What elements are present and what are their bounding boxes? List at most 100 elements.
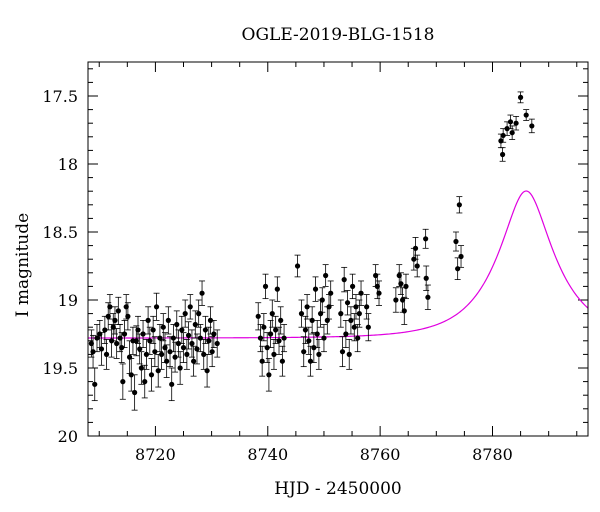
data-point — [93, 324, 100, 353]
point-marker — [194, 346, 200, 352]
data-point — [414, 254, 421, 278]
point-marker — [500, 132, 506, 139]
point-marker — [196, 311, 202, 317]
point-marker — [102, 327, 108, 333]
data-point — [349, 273, 356, 300]
data-point — [356, 299, 363, 328]
point-marker — [90, 349, 96, 355]
point-marker — [121, 331, 128, 337]
point-marker — [346, 351, 352, 357]
data-point — [124, 302, 131, 331]
data-point — [402, 273, 409, 300]
point-marker — [143, 351, 150, 357]
point-marker — [170, 335, 176, 341]
point-marker — [338, 311, 344, 317]
data-point — [352, 294, 359, 320]
point-marker — [307, 358, 314, 364]
point-marker — [517, 94, 524, 100]
y-tick-label: 20 — [58, 427, 78, 446]
point-marker — [302, 327, 309, 333]
data-layer — [88, 91, 588, 411]
point-marker — [152, 349, 158, 355]
point-marker — [274, 286, 280, 292]
data-point — [294, 254, 301, 278]
data-point — [113, 328, 120, 359]
point-marker — [423, 275, 429, 281]
plot-frame — [87, 61, 589, 437]
data-point — [172, 341, 179, 373]
point-marker — [273, 327, 279, 333]
data-point — [178, 315, 185, 344]
point-marker — [507, 119, 514, 125]
data-point — [344, 290, 351, 316]
point-marker — [148, 372, 155, 378]
axis-ticks: 8720 8740 8760 8780 17.5 18 18.5 19 19.5 20 — [42, 62, 588, 464]
data-point — [257, 324, 264, 353]
point-marker — [137, 346, 143, 352]
point-marker — [140, 331, 146, 337]
data-point — [135, 315, 141, 344]
data-point — [342, 319, 349, 349]
data-point — [372, 264, 379, 287]
point-marker — [211, 331, 217, 337]
data-point — [131, 374, 138, 411]
point-marker — [103, 351, 110, 357]
data-point — [509, 125, 516, 140]
point-marker — [279, 358, 285, 364]
point-marker — [398, 281, 404, 287]
data-point — [126, 340, 133, 374]
point-marker — [180, 345, 187, 351]
chart-title: OGLE-2019-BLG-1518 — [242, 25, 435, 45]
data-point — [259, 345, 266, 377]
y-tick-label: 19.5 — [42, 359, 78, 378]
data-point — [121, 319, 128, 349]
point-marker — [312, 286, 319, 292]
data-point — [207, 306, 214, 335]
point-marker — [197, 335, 203, 341]
point-marker — [453, 238, 459, 245]
point-marker — [319, 297, 325, 303]
point-marker — [455, 266, 461, 272]
data-point — [173, 310, 180, 339]
point-marker — [206, 338, 212, 344]
data-point — [180, 332, 187, 363]
point-marker — [120, 379, 126, 385]
data-point — [199, 280, 206, 306]
point-marker — [185, 332, 192, 338]
data-point — [143, 339, 150, 370]
point-marker — [179, 327, 185, 333]
point-marker — [355, 335, 361, 341]
data-point — [307, 345, 314, 377]
data-point — [209, 336, 216, 368]
point-marker — [301, 349, 307, 355]
data-point — [163, 344, 170, 378]
data-point — [322, 264, 329, 287]
data-point — [103, 339, 110, 370]
data-point — [128, 358, 135, 392]
point-marker — [500, 151, 506, 158]
data-point — [182, 299, 189, 328]
point-marker — [128, 372, 134, 378]
point-marker — [323, 272, 329, 279]
point-marker — [311, 345, 317, 351]
point-marker — [177, 365, 183, 371]
data-point — [269, 299, 276, 328]
point-marker — [135, 327, 141, 333]
point-marker — [423, 236, 429, 242]
data-point — [210, 319, 217, 349]
data-point — [167, 336, 174, 368]
point-marker — [262, 283, 269, 289]
point-marker — [201, 351, 207, 357]
point-marker — [278, 317, 284, 323]
point-marker — [174, 321, 180, 328]
data-point — [98, 332, 105, 366]
data-point — [150, 315, 157, 344]
point-marker — [456, 202, 462, 208]
data-point — [363, 294, 370, 320]
point-marker — [115, 308, 121, 314]
data-point — [319, 287, 326, 313]
point-marker — [523, 112, 529, 118]
point-marker — [164, 358, 170, 364]
x-tick-label: 8760 — [360, 445, 401, 464]
